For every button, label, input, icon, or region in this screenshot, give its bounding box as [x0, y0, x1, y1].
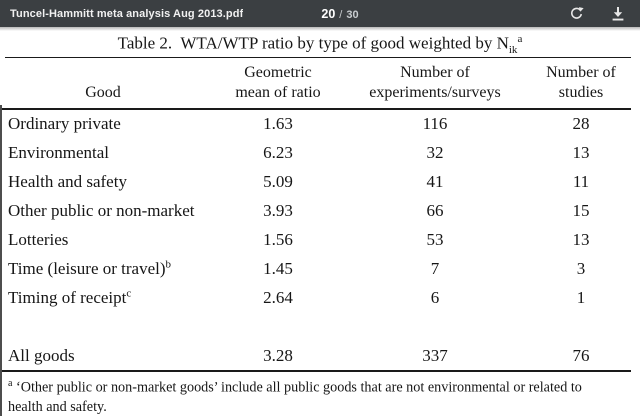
table-row: Lotteries 1.56 53 13 [8, 230, 590, 249]
header-good: Good [85, 84, 121, 101]
table-row: Ordinary private 1.63 116 28 [8, 114, 590, 133]
pdf-filename: Tuncel-Hammitt meta analysis Aug 2013.pd… [10, 7, 244, 20]
page-indicator: 20 / 30 [321, 7, 358, 21]
table-row: Timing of receiptc 2.64 6 1 [8, 287, 586, 307]
table-title-text: Table 2. WTA/WTP ratio by type of good w… [117, 33, 509, 53]
total-pages: 30 [346, 8, 359, 21]
header-experiments: Number of experiments/surveys [369, 64, 501, 101]
header-studies: Number of studies [546, 64, 616, 101]
table-title-subscript: ik [508, 44, 518, 57]
rotate-icon[interactable] [568, 6, 584, 22]
table-row: Time (leisure or travel)b 1.45 7 3 [8, 258, 586, 278]
table-total-row: All goods 3.28 337 76 [8, 346, 590, 365]
table-title: Table 2. WTA/WTP ratio by type of good w… [0, 33, 640, 56]
rotate-icon-glyph [570, 7, 584, 19]
table-body: Ordinary private 1.63 116 28 Environment… [0, 109, 640, 370]
pdf-page: Table 2. WTA/WTP ratio by type of good w… [0, 27, 640, 416]
page-edge-line [0, 105, 2, 416]
table-footnote: a ‘Other public or non-market goods’ inc… [8, 377, 616, 416]
download-icon-glyph [612, 7, 624, 21]
footnote-marker: a [8, 378, 13, 389]
table-row: Other public or non-market 3.93 66 15 [8, 201, 590, 220]
rule-under-title [5, 57, 631, 58]
table-title-superscript: a [517, 33, 523, 45]
toolbar-actions [568, 0, 626, 27]
table-header-row: Good Geometric mean of ratio Number of e… [0, 59, 640, 106]
download-icon[interactable] [610, 6, 626, 22]
page-separator: / [339, 8, 343, 21]
rule-above-body [2, 108, 631, 110]
table-row: Environmental 6.23 32 13 [8, 143, 590, 162]
pdf-toolbar: Tuncel-Hammitt meta analysis Aug 2013.pd… [0, 0, 640, 31]
header-geometric-mean: Geometric mean of ratio [235, 64, 321, 101]
current-page-field[interactable]: 20 [321, 6, 336, 21]
rule-below-total [2, 370, 631, 372]
row-gap [0, 312, 640, 341]
table-row: Health and safety 5.09 41 11 [8, 172, 590, 191]
footnote-text: ‘Other public or non-market goods’ inclu… [8, 379, 582, 415]
